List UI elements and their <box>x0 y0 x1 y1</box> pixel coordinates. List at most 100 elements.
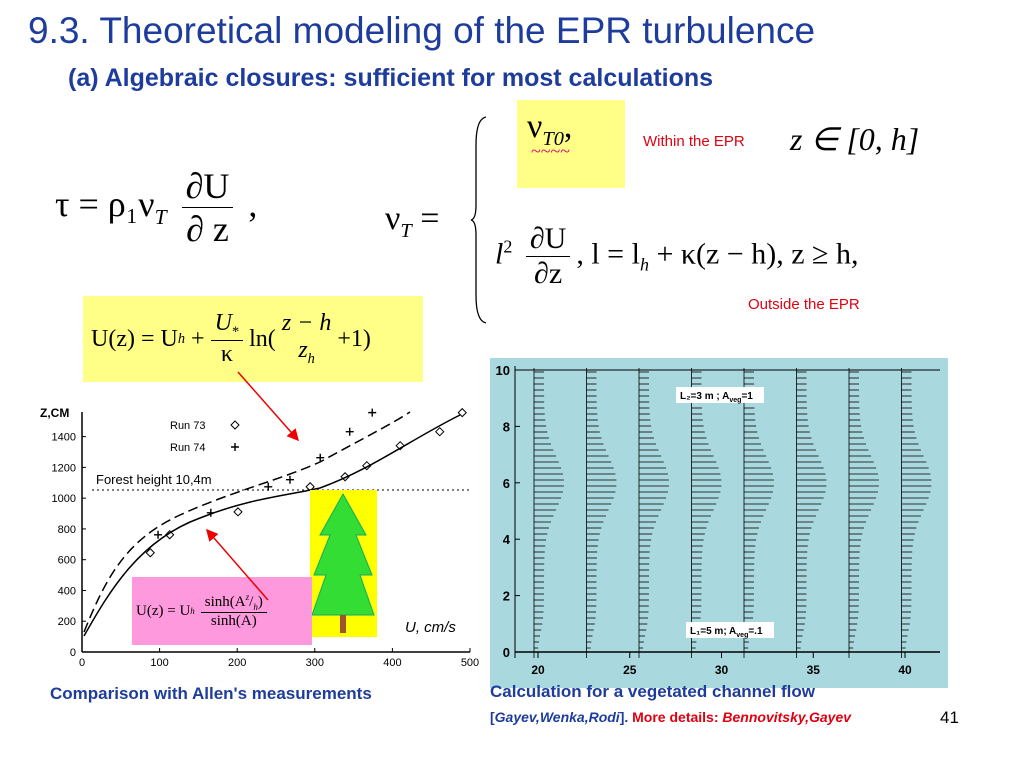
eq-num: ∂U <box>525 222 571 257</box>
model-curve <box>83 414 461 637</box>
eq-text: +1) <box>337 325 371 352</box>
annotation-part: L₂=3 m ; A <box>680 391 729 402</box>
cite: ]. <box>619 709 629 725</box>
fraction: z − h zh <box>282 310 332 368</box>
eq-num: ) <box>257 594 263 610</box>
diamond-point <box>340 472 350 482</box>
caption: Comparison with Allen's measurements <box>50 684 372 703</box>
annotation: L₁=5 m; Aveg=.1 <box>690 626 763 639</box>
eq-text: τ = ρ₁ν <box>55 183 155 224</box>
x-tick-label: 0 <box>79 657 85 669</box>
y-tick-label: 200 <box>58 616 76 628</box>
eq-den: ∂z <box>534 257 563 290</box>
legend-label: Run 74 <box>170 442 205 454</box>
x-tick-label: 500 <box>461 657 479 669</box>
annotation-part: L₁=5 m; A <box>690 626 736 637</box>
tree-box <box>310 490 377 637</box>
eq-num: sinh(A <box>204 594 246 610</box>
citation: [Gayev,Wenka,Rodi]. More details: Bennov… <box>490 709 851 725</box>
brace <box>470 116 487 324</box>
eq-text: , <box>563 108 573 145</box>
eq-den: sinh(A) <box>210 613 257 629</box>
diamond-point <box>145 548 155 558</box>
eq-den: z <box>298 337 308 364</box>
y-tick-label: 400 <box>58 585 76 597</box>
x-tick-label: 30 <box>715 663 729 677</box>
label: Outside the EPR <box>748 296 860 313</box>
y-tick-label: 0 <box>70 647 76 659</box>
eq-den: ∂ z <box>186 209 229 249</box>
eq-text: , <box>248 183 258 224</box>
cross-point <box>154 530 163 539</box>
x-tick-label: 20 <box>531 663 545 677</box>
y-tick-label: 600 <box>58 555 76 567</box>
eq-text: ln( <box>249 325 276 352</box>
x-tick-label: 200 <box>228 657 246 669</box>
label-bg <box>686 622 774 638</box>
cite: [ <box>490 709 495 725</box>
eq-sub: h <box>307 350 315 367</box>
cross-point <box>264 482 273 491</box>
eq-outside: l2 ∂U ∂z, l = lh + κ(z − h), z ≥ h, <box>495 222 858 291</box>
eq-sub: T0 <box>542 127 564 150</box>
cross-point <box>206 508 215 517</box>
eq-den: κ <box>220 341 233 368</box>
cite: Bennovitsky,Gayev <box>722 709 852 725</box>
diamond-point <box>233 507 243 517</box>
eq-sub: h <box>190 606 195 616</box>
fraction: ∂U ∂z <box>525 222 571 291</box>
eq-tau: τ = ρ₁νT ∂U ∂ z , <box>55 165 257 250</box>
label-bg <box>676 387 764 403</box>
eq-sup: 2 <box>503 236 513 257</box>
diamond-point <box>457 407 467 418</box>
eq-text: U(z) = U <box>91 325 178 352</box>
eq-sub: h <box>177 330 186 347</box>
eq-sub: * <box>231 323 240 340</box>
tilde: ~~~~ <box>531 140 570 161</box>
y-tick-label: 800 <box>58 524 76 536</box>
panel <box>490 358 948 688</box>
annotation-part: =1 <box>741 391 753 402</box>
eq-text: l <box>495 237 504 271</box>
diamond-point <box>435 426 445 437</box>
eq-text: ν <box>527 108 543 145</box>
eq-num: h <box>253 602 258 612</box>
y-tick-label: 6 <box>503 476 510 491</box>
title: 9.3. Theoretical modeling of the EPR tur… <box>28 10 816 51</box>
x-tick-label: 300 <box>306 657 324 669</box>
x-tick-label: 100 <box>150 657 168 669</box>
eq-num: U <box>214 309 232 336</box>
cross-point <box>316 453 325 462</box>
caption: Calculation for a vegetated channel flow <box>490 682 815 701</box>
diamond-point <box>230 420 240 430</box>
y-tick-label: 1400 <box>52 432 76 444</box>
fraction: U* κ <box>210 309 244 369</box>
forest-label: Forest height 10,4m <box>96 472 212 487</box>
eq-text: + <box>191 325 205 352</box>
eq-cond: z ∈ [0, h] <box>790 121 920 157</box>
eq-num: ∂U <box>181 165 234 208</box>
cross-point <box>368 408 377 417</box>
eq-text: + κ(z − h), z ≥ h, <box>648 237 859 271</box>
diamond-point <box>164 530 175 540</box>
fraction: ∂U ∂ z <box>181 165 234 250</box>
inside-box: νT0, ~~~~ <box>517 100 625 188</box>
eq-sub: h <box>639 254 649 275</box>
diamond-point <box>362 460 372 471</box>
annotation: L₂=3 m ; Aveg=1 <box>680 391 753 404</box>
x-tick-label: 40 <box>898 663 912 677</box>
label: Within the EPR <box>643 133 745 150</box>
y-tick-label: 0 <box>503 645 510 660</box>
legend-label: Run 73 <box>170 420 205 432</box>
fraction: sinh(Az/h) sinh(A) <box>200 592 267 630</box>
y-tick-label: 4 <box>503 532 511 547</box>
eq-sub: T <box>400 219 412 242</box>
annotation-sub: veg <box>736 632 748 639</box>
cross-point <box>285 475 294 484</box>
x-tick-label: 35 <box>807 663 821 677</box>
cite: More details: <box>632 709 719 725</box>
x-axis-label: U, cm/s <box>405 619 456 636</box>
